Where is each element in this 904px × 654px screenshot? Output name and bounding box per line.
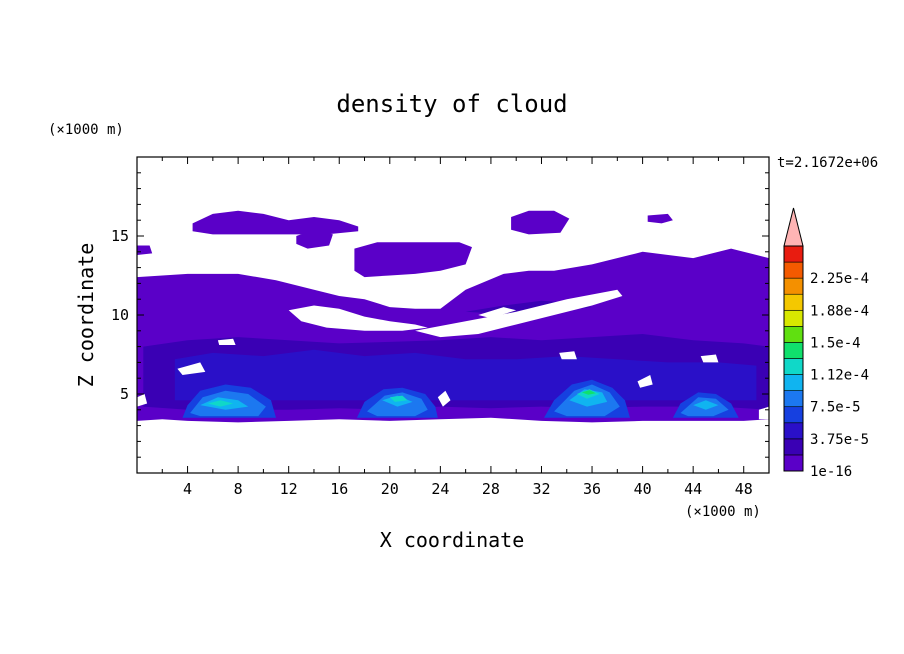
cloud-region-level-0 [647, 213, 673, 224]
cloud-region-level-0 [511, 210, 570, 235]
colorbar-band [783, 374, 804, 391]
x-tick-label: 24 [431, 480, 449, 498]
clear-air-region [478, 307, 517, 319]
colorbar-band [783, 406, 804, 424]
colorbar-band [783, 261, 804, 279]
colorbar-band [783, 326, 804, 343]
y-tick-label: 15 [111, 227, 129, 245]
clear-air-region [415, 289, 623, 338]
colorbar-band [783, 309, 804, 327]
clear-air-region [559, 351, 577, 360]
x-tick-label: 16 [330, 480, 348, 498]
colorbar-label: 3.75e-5 [810, 432, 869, 448]
y-axis-label: Z coordinate [74, 243, 98, 388]
x-tick-label: 36 [583, 480, 601, 498]
y-unit-label: (×1000 m) [48, 122, 124, 138]
colorbar-band [783, 342, 804, 359]
cloud-region-level-6 [389, 395, 408, 402]
clear-air-region [437, 390, 451, 407]
colorbar-label: 7.5e-5 [810, 400, 861, 416]
contour-regions [137, 210, 769, 423]
colorbar-band [783, 293, 804, 311]
x-axis-label: X coordinate [380, 528, 525, 552]
time-label: t=2.1672e+06 [777, 155, 878, 171]
cloud-region-level-0 [137, 245, 153, 255]
x-tick-label: 8 [234, 480, 243, 498]
x-tick-label: 28 [482, 480, 500, 498]
colorbar-band [783, 422, 804, 440]
x-unit-label: (×1000 m) [685, 504, 761, 520]
colorbar-label: 1.5e-4 [810, 335, 861, 351]
clear-air-region [700, 354, 719, 363]
colorbar-frame [783, 245, 804, 472]
cloud-region-level-0 [296, 229, 333, 249]
x-tick-label: 4 [183, 480, 192, 498]
x-tick-label: 20 [381, 480, 399, 498]
colorbar-label: 1.88e-4 [810, 303, 869, 319]
x-tick-label: 32 [532, 480, 550, 498]
colorbar: 1e-16 3.75e-5 7.5e-5 1.12e-4 1.5e-4 1.88e-4 2.… [783, 207, 869, 480]
colorbar-band [783, 438, 804, 456]
colorbar-band [783, 358, 804, 375]
colorbar-overflow-arrow [783, 207, 804, 247]
y-ticks: 5 10 15 [111, 172, 769, 458]
cloud-region-level-7 [581, 390, 596, 395]
cloud-region-level-0 [354, 242, 472, 278]
colorbar-band [783, 277, 804, 295]
clear-air-region [637, 375, 653, 388]
cloud-region-level-0 [192, 210, 359, 235]
x-tick-label: 44 [684, 480, 702, 498]
colorbar-label: 2.25e-4 [810, 271, 869, 287]
x-tick-label: 40 [634, 480, 652, 498]
y-tick-label: 10 [111, 306, 129, 324]
clear-air-region [137, 394, 148, 407]
clear-air-region [177, 362, 206, 375]
clear-air-region [217, 338, 236, 345]
colorbar-label: 1.12e-4 [810, 368, 869, 384]
x-tick-label: 12 [280, 480, 298, 498]
colorbar-band [783, 454, 804, 472]
clear-air-region [288, 305, 428, 331]
chart-title: density of cloud [336, 90, 567, 118]
cloud-region-level-6 [207, 400, 234, 407]
y-tick-label: 5 [120, 385, 129, 403]
colorbar-band [783, 390, 804, 408]
colorbar-band [783, 245, 804, 263]
cloud-region-level-5 [693, 400, 719, 410]
x-tick-label: 48 [735, 480, 753, 498]
x-ticks: 4 8 12 16 20 24 28 32 36 40 44 48 [161, 157, 753, 498]
colorbar-label: 1e-16 [810, 464, 852, 480]
